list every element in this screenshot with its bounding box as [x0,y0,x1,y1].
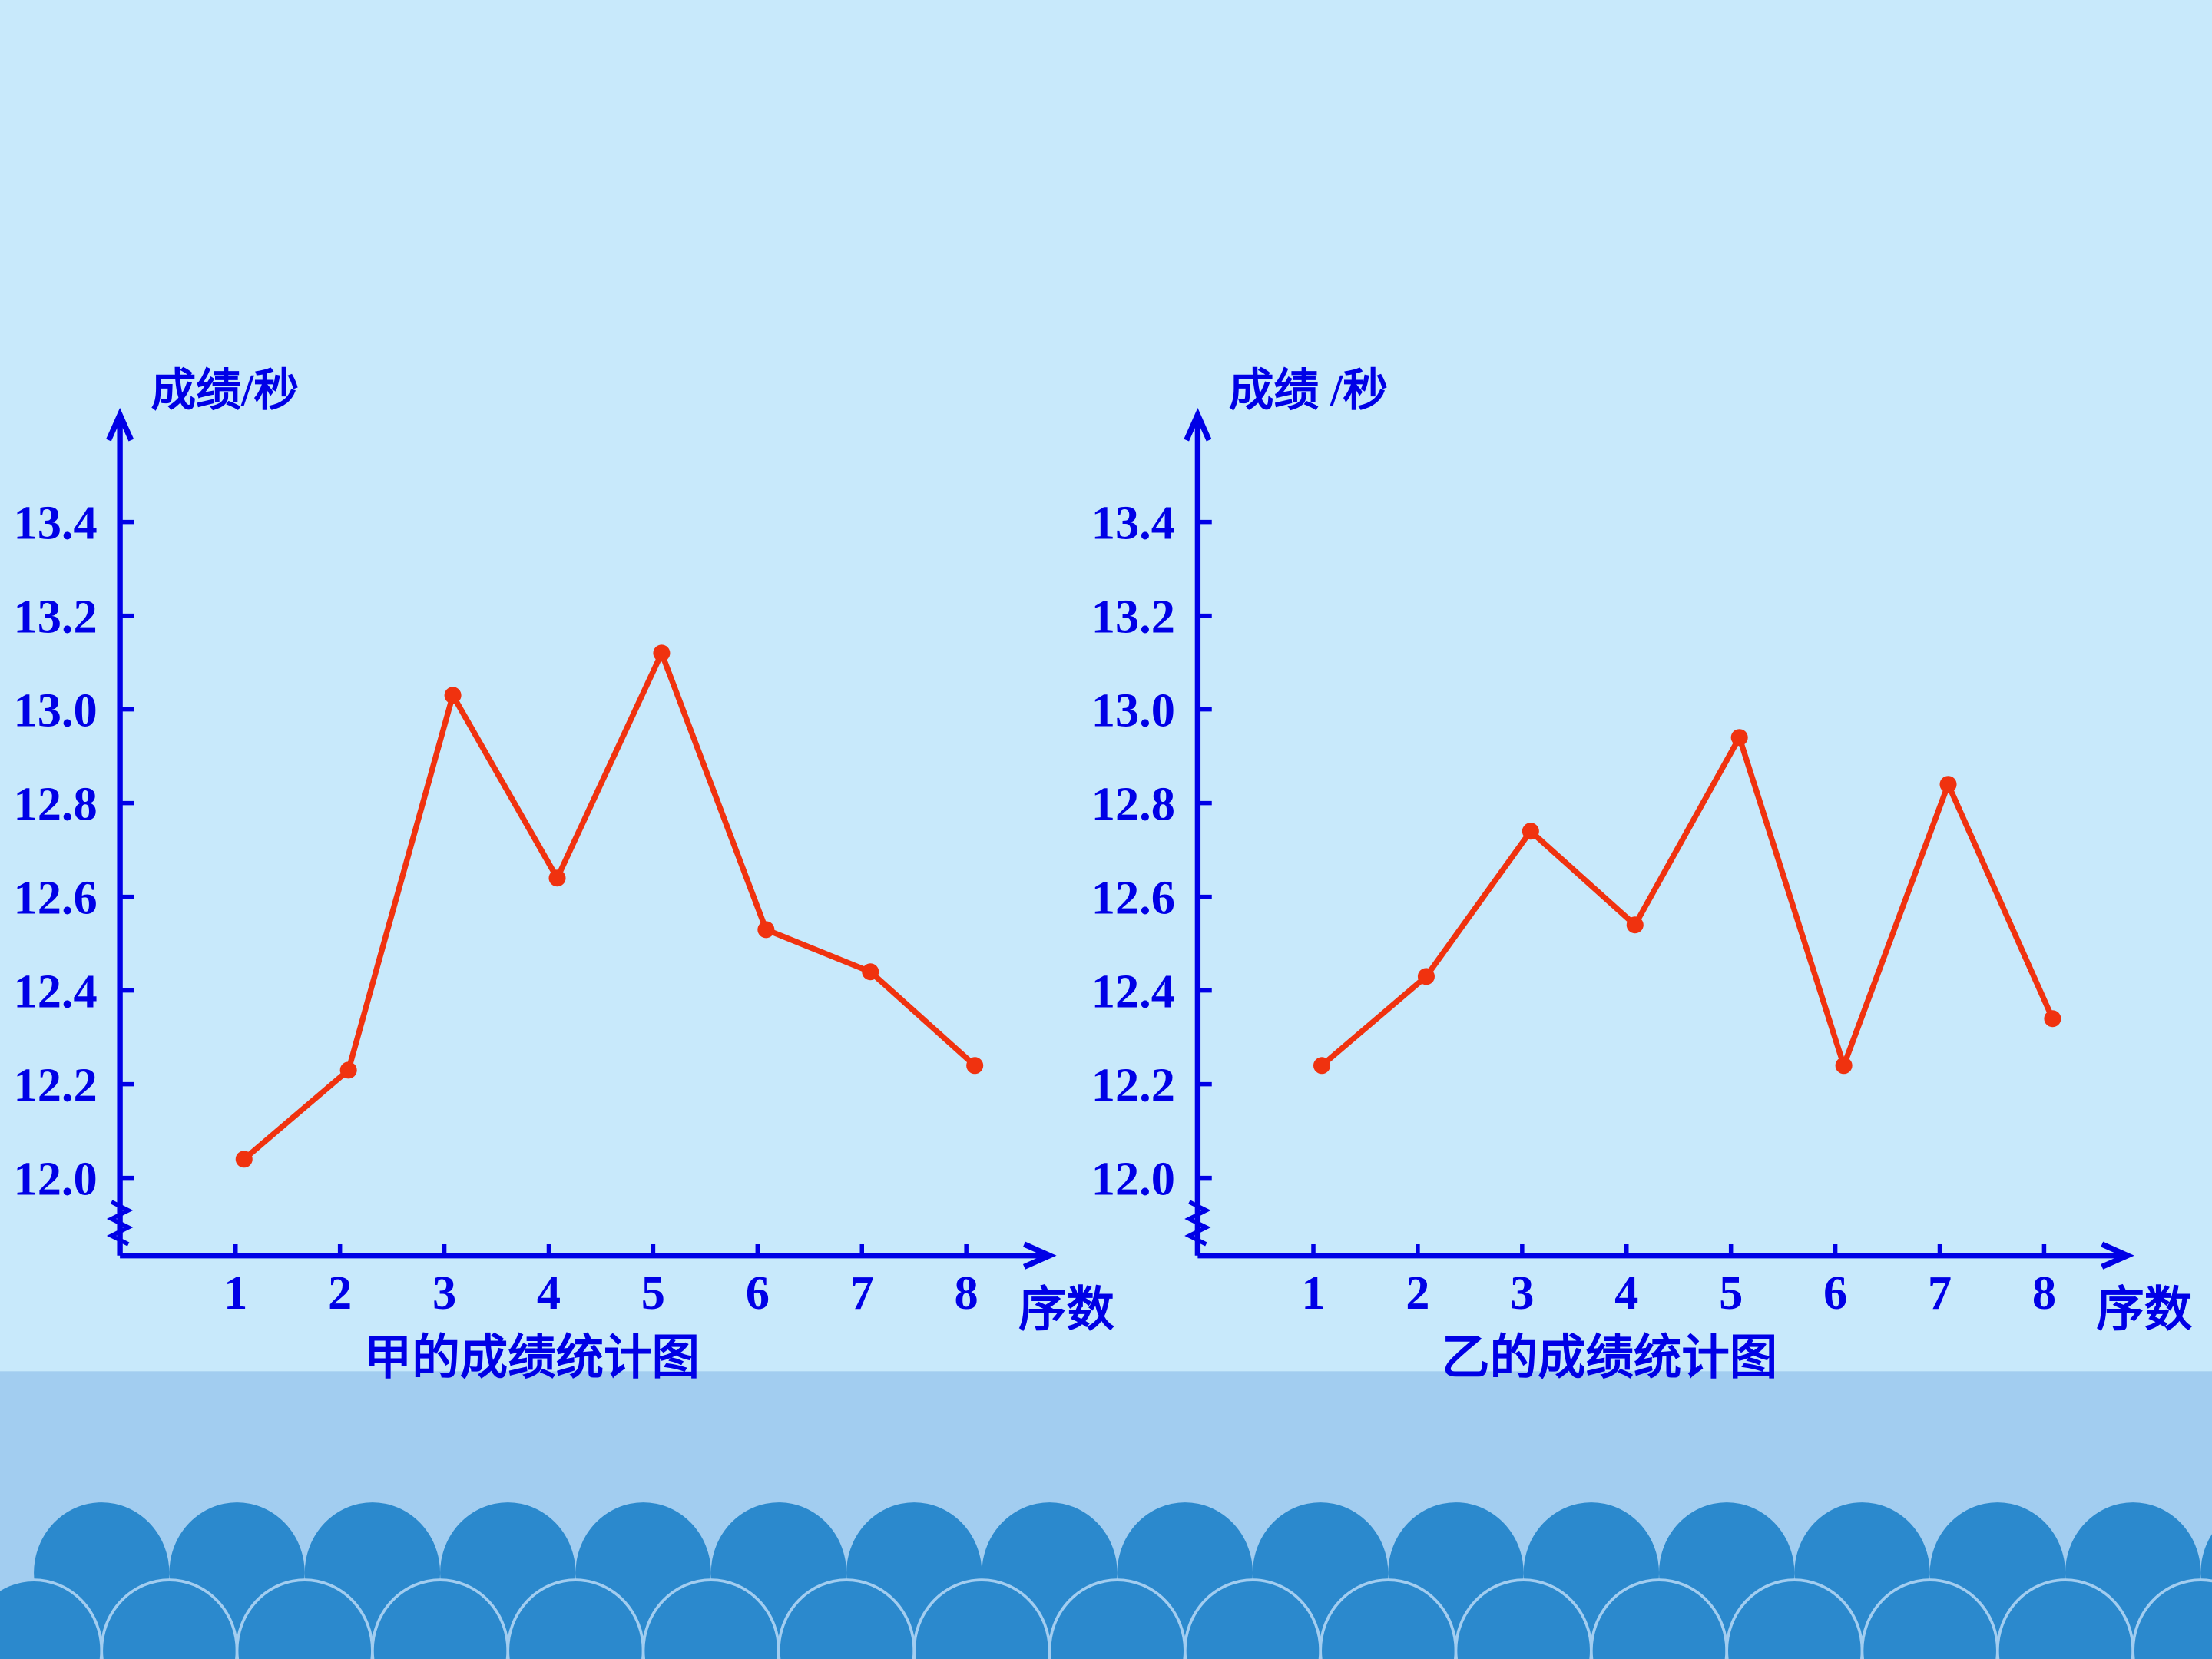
chart-title: 乙的成绩统计图 [1442,1331,1777,1385]
data-point [1313,1057,1331,1075]
y-tick-label: 12.4 [13,964,97,1018]
y-tick-label: 12.8 [13,777,97,830]
data-point [1730,729,1748,747]
x-tick-label: 1 [224,1266,247,1320]
x-tick-label: 7 [850,1266,874,1320]
y-axis-arrow [106,407,134,442]
y-axis-label: 成绩 /秒 [1229,366,1388,416]
y-tick-label: 13.2 [13,589,97,643]
x-tick-label: 1 [1301,1266,1325,1320]
y-axis-label: 成绩/秒 [151,366,300,416]
y-tick-label: 13.4 [1091,495,1175,549]
data-point [653,644,671,662]
data-point [444,687,462,704]
data-point [862,963,879,981]
y-tick-label: 12.6 [1091,870,1175,924]
x-axis-arrow [1022,1241,1057,1270]
x-tick-label: 7 [1928,1266,1952,1320]
y-tick-label: 13.0 [1091,683,1175,737]
x-tick-label: 3 [432,1266,456,1320]
y-tick-label: 12.2 [1091,1058,1175,1111]
data-point [1835,1057,1853,1075]
data-point [966,1057,984,1075]
x-tick-label: 5 [1719,1266,1743,1320]
x-axis-label: 序数 [1018,1283,1114,1336]
data-point [235,1151,253,1168]
x-tick-label: 4 [1614,1266,1638,1320]
x-tick-label: 4 [537,1266,561,1320]
wave [2131,1578,2212,1659]
data-point [1626,916,1644,934]
y-tick-label: 13.4 [13,495,97,549]
x-tick-label: 8 [2032,1266,2056,1320]
y-axis-arrow [1184,407,1212,442]
waves [0,1502,2212,1659]
data-point [1522,823,1539,840]
x-tick-label: 5 [641,1266,665,1320]
x-tick-label: 6 [1823,1266,1847,1320]
y-tick-label: 13.0 [13,683,97,737]
data-line [1320,734,2055,1068]
data-point [1417,968,1435,985]
x-tick-label: 6 [746,1266,770,1320]
x-tick-label: 2 [1406,1266,1429,1320]
data-line [242,650,977,1162]
x-axis-arrow [2101,1241,2134,1270]
y-tick-label: 12.2 [13,1058,97,1111]
axis-break [106,1200,134,1247]
data-point [757,921,775,939]
chart-title: 甲的成绩统计图 [364,1331,700,1385]
y-tick-label: 12.8 [1091,777,1175,830]
y-tick-label: 12.4 [1091,964,1175,1018]
x-tick-label: 3 [1510,1266,1534,1320]
data-point [1939,776,1957,793]
data-point [339,1061,357,1079]
x-tick-label: 8 [955,1266,979,1320]
y-tick-label: 13.2 [1091,589,1175,643]
y-tick-label: 12.0 [13,1151,97,1205]
y-tick-label: 12.0 [1091,1151,1175,1205]
x-axis-label: 序数 [2096,1283,2192,1336]
data-point [548,869,566,887]
axis-break [1184,1200,1211,1247]
x-tick-label: 2 [328,1266,352,1320]
data-point [2044,1010,2061,1028]
y-tick-label: 12.6 [13,870,97,924]
